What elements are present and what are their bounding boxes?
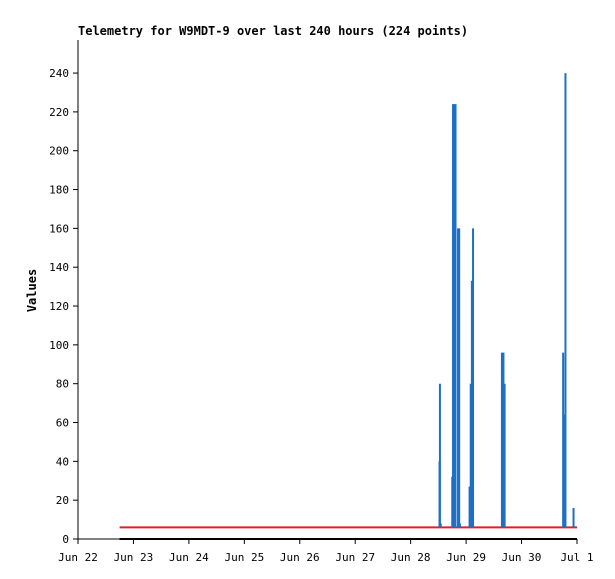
x-tick-label: Jun 23 xyxy=(114,551,154,564)
y-tick-label: 180 xyxy=(49,184,69,197)
x-axis-ticks: Jun 22 Jun 23 Jun 24 Jun 25 Jun 26 Jun 27 Jun … xyxy=(58,539,594,564)
y-tick-label: 20 xyxy=(56,494,69,507)
axes xyxy=(77,40,577,540)
y-axis-ticks: 0 20 40 60 80 100 120 140 160 180 200 220 240 xyxy=(49,67,78,546)
y-tick-label: 220 xyxy=(49,106,69,119)
x-tick-label: Jun 26 xyxy=(280,551,320,564)
y-tick-label: 100 xyxy=(49,339,69,352)
y-tick-label: 40 xyxy=(56,455,69,468)
y-tick-label: 80 xyxy=(56,378,69,391)
chart-title: Telemetry for W9MDT-9 over last 240 hour… xyxy=(78,24,468,38)
x-tick-label: Jun 25 xyxy=(224,551,264,564)
x-tick-label: Jun 24 xyxy=(169,551,209,564)
x-tick-label: Jun 28 xyxy=(391,551,431,564)
y-tick-label: 160 xyxy=(49,222,69,235)
x-tick-label: Jul 1 xyxy=(560,551,593,564)
x-tick-label: Jun 22 xyxy=(58,551,98,564)
y-tick-label: 0 xyxy=(62,533,69,546)
x-tick-label: Jun 29 xyxy=(446,551,486,564)
y-tick-label: 60 xyxy=(56,417,69,430)
y-tick-label: 240 xyxy=(49,67,69,80)
x-tick-label: Jun 30 xyxy=(502,551,542,564)
y-tick-label: 200 xyxy=(49,145,69,158)
y-tick-label: 120 xyxy=(49,300,69,313)
plot-marks xyxy=(119,73,577,540)
y-axis-label: Values xyxy=(25,269,39,312)
x-tick-label: Jun 27 xyxy=(335,551,375,564)
y-tick-label: 140 xyxy=(49,261,69,274)
